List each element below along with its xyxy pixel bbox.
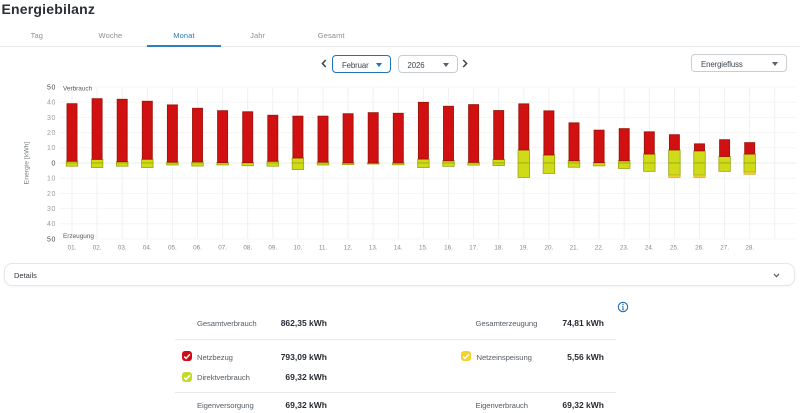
svg-text:40: 40: [47, 100, 56, 107]
svg-text:01.: 01.: [68, 244, 77, 251]
svg-text:18.: 18.: [494, 244, 503, 251]
svg-text:13.: 13.: [369, 244, 378, 251]
svg-text:Erzeugung: Erzeugung: [63, 233, 94, 240]
svg-text:28.: 28.: [745, 244, 754, 251]
svg-text:20.: 20.: [545, 244, 554, 251]
svg-text:15.: 15.: [419, 244, 428, 251]
svg-text:04.: 04.: [143, 244, 152, 251]
svg-text:09.: 09.: [268, 244, 277, 251]
svg-text:26.: 26.: [695, 244, 704, 251]
svg-text:11.: 11.: [319, 244, 328, 251]
svg-text:17.: 17.: [469, 244, 478, 251]
svg-text:19.: 19.: [519, 244, 528, 251]
svg-text:27.: 27.: [720, 244, 729, 251]
svg-text:Energie [kWh]: Energie [kWh]: [24, 142, 31, 185]
svg-text:07.: 07.: [218, 244, 227, 251]
svg-text:10: 10: [47, 176, 56, 183]
svg-text:10: 10: [47, 145, 56, 152]
svg-text:24.: 24.: [645, 244, 654, 251]
svg-text:08.: 08.: [243, 244, 252, 251]
svg-text:16.: 16.: [444, 244, 453, 251]
svg-text:40: 40: [47, 221, 56, 228]
svg-text:10.: 10.: [294, 244, 303, 251]
svg-text:25.: 25.: [670, 244, 679, 251]
svg-text:14.: 14.: [394, 244, 403, 251]
svg-text:0: 0: [52, 160, 57, 167]
svg-text:05.: 05.: [168, 244, 177, 251]
svg-text:20: 20: [47, 191, 56, 198]
svg-text:20: 20: [47, 130, 56, 137]
svg-text:02.: 02.: [93, 244, 102, 251]
svg-text:23.: 23.: [620, 244, 629, 251]
svg-text:30: 30: [47, 206, 56, 213]
svg-text:50: 50: [47, 84, 56, 91]
svg-text:12.: 12.: [344, 244, 353, 251]
svg-text:03.: 03.: [118, 244, 127, 251]
svg-text:22.: 22.: [595, 244, 604, 251]
svg-text:30: 30: [47, 115, 56, 122]
svg-text:06.: 06.: [193, 244, 202, 251]
svg-text:Verbrauch: Verbrauch: [63, 86, 93, 93]
svg-text:21.: 21.: [570, 244, 579, 251]
svg-text:50: 50: [47, 236, 56, 243]
